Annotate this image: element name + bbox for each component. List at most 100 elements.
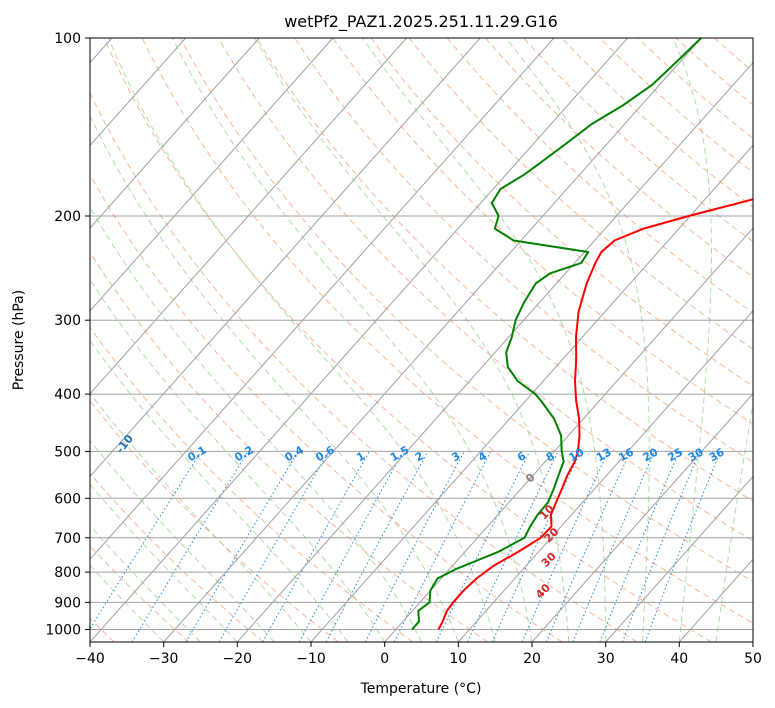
isotherm-0 [384,227,753,642]
dry-adiabat-10 [90,251,488,642]
moist-adiabat-30 [362,38,607,642]
temperature-line [437,198,753,630]
moist-adiabats [90,38,753,642]
dry-adiabat-130 [446,38,753,314]
profile-series [411,38,753,631]
dry-adiabat-60 [179,38,753,583]
x-tick-label: −10 [296,651,326,667]
y-tick-label: 700 [54,531,81,547]
isotherm-20 [531,392,753,642]
mixing-ratio-line-7 [364,451,465,642]
mixing-ratio-label: 30 [686,445,706,464]
reference-line-labels: 0.10.20.40.611.52346810131620253036-100-… [28,398,727,601]
mixing-ratio-line-6 [325,451,429,642]
mixing-ratio-label: 0.4 [283,443,307,464]
dry-adiabats [90,38,753,642]
mixing-ratio-line-13 [545,451,631,642]
dry-adiabat-80 [256,38,753,502]
mixing-ratio-line-4 [262,451,370,642]
mixing-ratio-label: 25 [665,445,685,464]
isotherm--70 [90,38,407,395]
y-axis-title: Pressure (hPa) [11,290,27,390]
moist-adiabat-5 [90,206,422,642]
isotherm--50 [90,38,555,560]
x-tick-label: 20 [523,651,541,667]
dry-adiabat-180 [637,38,753,140]
mixing-ratio-line-0 [90,451,202,630]
isotherm--100 [90,38,186,147]
y-tick-label: 600 [54,491,81,507]
dry-adiabat-label: -20 [28,398,51,422]
dry-adiabat-140 [485,38,753,278]
isotherm--90 [90,38,260,229]
mixing-ratio-lines [90,451,721,642]
y-tick-label: 100 [54,31,81,47]
dry-adiabat-20 [90,173,563,642]
mixing-ratio-line-14 [572,451,656,642]
isotherm-gridlines [90,38,753,642]
x-tick-label: −40 [75,651,105,667]
moist-adiabat--15 [90,439,275,642]
mixing-ratio-label: 36 [707,445,727,464]
x-tick-label: 30 [597,651,615,667]
moist-adiabat--20 [90,483,238,642]
mixing-ratio-label: 10 [567,445,587,464]
x-axis-ticks: −40 −30 −20 −10 0 10 20 30 40 50 [75,642,762,667]
mixing-ratio-label: 0.1 [185,443,208,464]
mixing-ratio-line-3 [218,451,330,642]
y-tick-label: 900 [54,595,81,611]
isotherm-10 [457,310,753,642]
dry-adiabat-50 [141,38,753,624]
mixing-ratio-line-16 [621,451,701,642]
isobar-gridlines [90,38,753,630]
x-tick-label: 0 [380,651,389,667]
x-tick-label: 40 [670,651,688,667]
plot-frame [89,37,754,643]
dry-adiabat--30 [90,545,190,642]
dry-adiabat-0 [90,326,414,642]
moist-adiabat-20 [171,38,533,642]
mixing-ratio-line-8 [393,451,492,642]
moist-adiabat-45 [715,400,753,642]
mixing-ratio-line-9 [435,451,531,642]
mixing-ratio-label: 20 [641,445,661,464]
dry-adiabat-150 [523,38,753,243]
isotherm--10 [310,144,753,642]
moist-adiabat--10 [90,392,312,642]
y-tick-label: 500 [54,444,81,460]
mixing-ratio-line-12 [521,451,609,642]
x-tick-label: 50 [744,651,762,667]
mixing-ratio-line-5 [298,451,404,642]
moist-adiabat-40 [672,38,712,642]
dry-adiabat-120 [408,38,753,350]
isotherm-50 [752,641,753,642]
x-axis-title: Temperature (°C) [360,681,482,697]
dry-adiabat-30 [90,91,638,642]
isotherm--30 [163,38,702,642]
y-axis-ticks: 1000 900 800 700 600 500 400 300 200 100 [45,31,90,639]
mixing-ratio-line-1 [131,451,249,642]
mixing-ratio-label: 13 [594,445,614,464]
mixing-ratio-label: 1.5 [388,443,411,464]
y-tick-label: 400 [54,387,81,403]
isotherm--40 [90,38,628,642]
mixing-ratio-line-11 [491,451,582,642]
moist-adiabat-15 [107,38,496,642]
chart-title: wetPf2_PAZ1.2025.251.11.29.G16 [284,12,558,32]
dry-adiabat-170 [599,38,753,174]
dry-adiabat--10 [90,400,339,642]
moist-adiabat-label: 40 [533,581,553,601]
moist-adiabat-10 [90,114,459,642]
isotherm--80 [90,38,334,312]
x-tick-label: 10 [449,651,467,667]
moist-adiabat--5 [90,339,349,642]
x-tick-label: −30 [149,651,179,667]
y-tick-label: 800 [54,565,81,581]
moist-adiabat-25 [254,38,570,642]
y-tick-label: 1000 [45,623,81,639]
dry-adiabat-190 [675,38,753,106]
moist-adiabat-35 [506,38,650,642]
dry-adiabat-200 [713,38,753,73]
dry-adiabat-160 [561,38,753,208]
